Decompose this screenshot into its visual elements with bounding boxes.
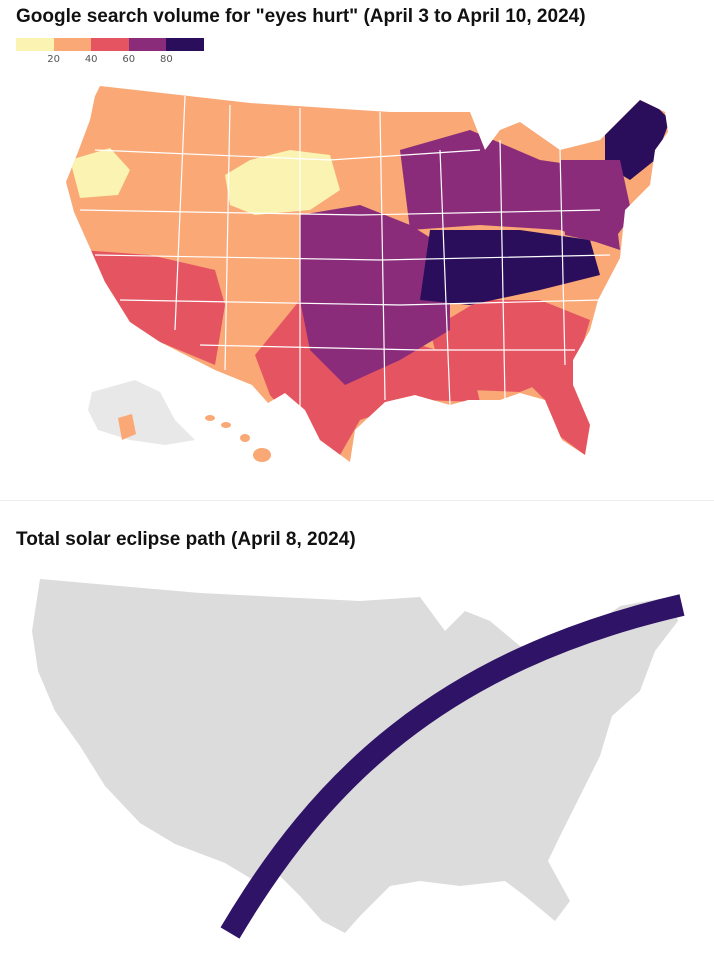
region-great-plains-north: [225, 150, 340, 215]
legend-swatch-5: [166, 38, 204, 51]
search-volume-map-panel: Google search volume for "eyes hurt" (Ap…: [16, 6, 668, 462]
region-northeast: [560, 160, 632, 245]
legend-swatch-3: [91, 38, 129, 51]
eclipse-path-map-panel: Total solar eclipse path (April 8, 2024): [0, 500, 714, 961]
eclipse-path-map: [32, 579, 685, 939]
region-southeast: [430, 300, 590, 392]
eclipse-totality-path: [220, 594, 685, 939]
region-oklahoma-arkansas: [300, 205, 450, 385]
legend-swatch-4: [128, 38, 167, 51]
alaska-shape: [88, 380, 195, 445]
search-volume-map: [66, 86, 668, 462]
region-florida: [530, 370, 590, 455]
region-southwest: [80, 250, 225, 365]
legend-tick-60: 60: [122, 54, 136, 65]
eclipse-path-map-title: Total solar eclipse path (April 8, 2024): [16, 529, 356, 550]
legend-swatch-1: [16, 38, 54, 51]
alaska-highlight: [118, 414, 136, 440]
hawaii-islands: [205, 415, 271, 462]
state-borders: [79, 95, 611, 410]
legend-swatch-2: [53, 38, 92, 51]
search-volume-map-title: Google search volume for "eyes hurt" (Ap…: [16, 6, 586, 27]
legend-tick-80: 80: [160, 54, 173, 65]
region-ohio-valley: [420, 230, 600, 305]
legend-tick-20: 20: [47, 54, 60, 65]
color-legend: 20 40 60 80: [16, 38, 216, 68]
legend-tick-40: 40: [84, 54, 98, 65]
region-northwest-plains: [70, 148, 130, 198]
